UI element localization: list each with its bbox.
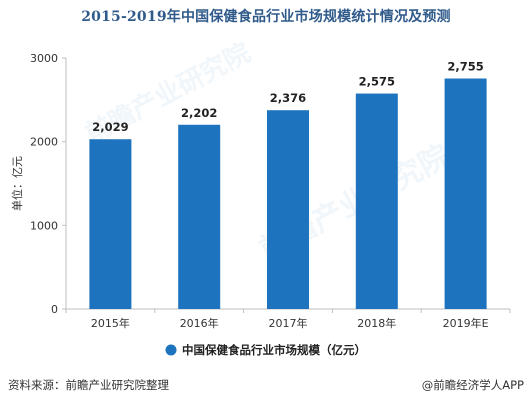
- legend-marker: [165, 344, 177, 356]
- chart-title: 2015-2019年中国保健食品行业市场规模统计情况及预测: [81, 9, 451, 25]
- brand-credit: @前瞻经济学人APP: [421, 378, 524, 392]
- x-tick-label: 2016年: [180, 316, 219, 330]
- bar: [267, 110, 309, 309]
- y-tick-label: 3000: [30, 52, 58, 65]
- x-tick-label: 2018年: [357, 316, 396, 330]
- legend-label: 中国保健食品行业市场规模（亿元）: [182, 343, 366, 357]
- bar: [355, 93, 398, 309]
- y-axis-label: 单位：亿元: [10, 156, 24, 211]
- y-tick-label: 1000: [30, 219, 58, 232]
- data-label: 2,755: [447, 59, 483, 73]
- x-tick-label: 2015年: [91, 316, 130, 330]
- bar: [89, 139, 132, 309]
- x-tick-label: 2017年: [269, 316, 308, 330]
- data-label: 2,376: [270, 91, 306, 105]
- y-tick-label: 2000: [30, 136, 58, 149]
- data-label: 2,202: [181, 106, 217, 120]
- source-note: 资料来源：前瞻产业研究院整理: [8, 378, 169, 392]
- y-tick-label: 0: [51, 303, 58, 316]
- data-label: 2,029: [92, 120, 128, 134]
- bar: [178, 124, 221, 310]
- bar: [444, 78, 487, 309]
- x-tick-label: 2019年E: [443, 316, 489, 330]
- data-label: 2,575: [359, 75, 395, 89]
